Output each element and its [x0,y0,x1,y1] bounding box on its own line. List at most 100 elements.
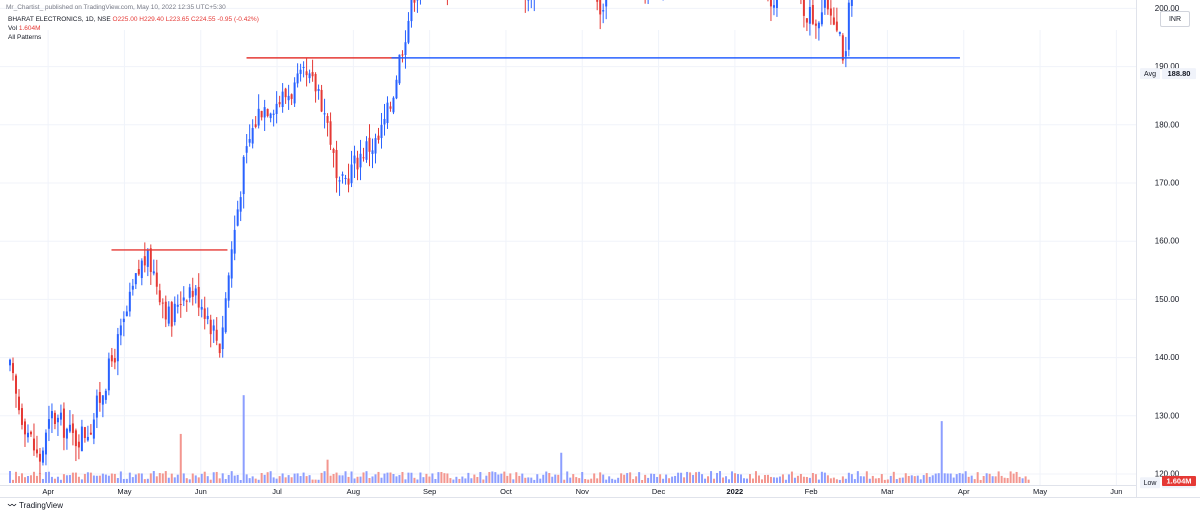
volume-bar [881,474,883,483]
volume-bar [300,476,302,483]
volume-bar [189,479,191,483]
volume-bar [120,471,122,483]
volume-bar [590,479,592,483]
volume-bar [437,472,439,483]
volume-bar [204,472,206,483]
candle-body [81,427,83,452]
volume-bar [192,473,194,483]
volume-bar [54,479,56,483]
candle-body [830,8,832,15]
candle-body [413,0,415,3]
candle-body [243,157,245,194]
volume-bar [141,473,143,483]
candle-body [773,5,775,8]
volume-bar [644,475,646,483]
volume-bar [839,480,841,483]
candle-body [198,287,200,308]
candle-body [240,197,242,212]
volume-bar [953,478,955,483]
volume-bar [1007,478,1009,483]
volume-bar [174,477,176,483]
volume-bar [992,476,994,483]
volume-bar [593,473,595,483]
volume-bar [488,472,490,483]
volume-bar [288,475,290,483]
volume-bar [527,477,529,483]
candle-body [357,158,359,170]
candle-body [812,5,814,24]
y-tick-label: 170.00 [1155,179,1180,188]
volume-bar [177,475,179,483]
candle-body [108,359,110,391]
candle-body [404,42,406,55]
candle-body [252,128,254,144]
candle-body [821,12,823,24]
candle-body [327,116,329,123]
candle-body [135,273,137,284]
tradingview-brand[interactable]: 〰 TradingView [8,500,63,511]
volume-bar [410,473,412,483]
volume-bar [896,479,898,483]
volume-bar [380,478,382,483]
candle-body [129,292,131,312]
volume-bar [395,476,397,483]
volume-bar [845,479,847,483]
volume-bar [422,477,424,483]
volume-bar [21,473,23,483]
y-tick-label: 130.00 [1155,411,1180,420]
volume-bar [602,475,604,483]
volume-bar [551,477,553,483]
volume-bar [1010,471,1012,483]
volume-bar [1013,474,1015,483]
volume-bar [15,472,17,483]
volume-value-label: 1.604M [1166,477,1191,486]
volume-bar [312,480,314,483]
volume-bar [956,474,958,483]
candle-body [168,307,170,324]
volume-bar [836,479,838,483]
candle-body [132,286,134,290]
volume-bar [377,472,379,483]
candle-body [159,290,161,302]
candle-body [366,141,368,160]
candle-body [809,7,811,24]
volume-bar [539,479,541,483]
volume-bar [872,476,874,483]
candle-body [285,89,287,97]
volume-bar [443,473,445,483]
y-tick-label: 150.00 [1155,295,1180,304]
candle-body [69,425,71,432]
currency-button[interactable]: INR [1160,11,1190,27]
volume-bar [117,478,119,483]
volume-bar [126,479,128,483]
candle-body [30,432,32,434]
volume-bar [671,477,673,483]
volume-bar [1016,472,1018,483]
volume-bar [392,474,394,483]
volume-bar [315,480,317,483]
volume-bar [129,473,131,483]
candle-body [312,72,314,76]
volume-bar [234,476,236,483]
volume-bar [830,478,832,483]
volume-bar [419,473,421,483]
volume-bar [608,476,610,483]
volume-bar [605,480,607,483]
volume-bar [407,473,409,483]
candle-body [372,150,374,154]
candle-body [351,165,353,184]
volume-bar [105,475,107,483]
volume-bar [950,474,952,483]
volume-bar [995,476,997,483]
volume-bar [599,472,601,483]
volume-bar [929,477,931,483]
volume-bar [545,472,547,483]
volume-bar [632,479,634,483]
volume-bar [989,474,991,483]
candle-body [111,355,113,361]
volume-bar [947,473,949,483]
patterns-label[interactable]: All Patterns [8,33,259,42]
volume-bar [114,474,116,483]
volume-bar [695,472,697,483]
